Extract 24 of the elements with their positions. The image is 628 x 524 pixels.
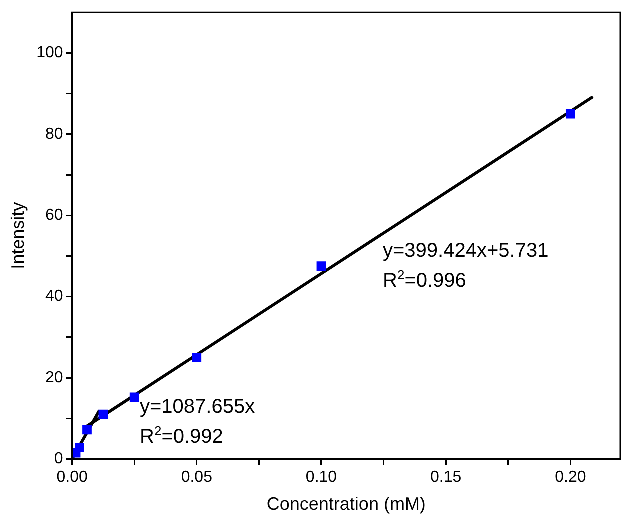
y-tick-label: 40 [46, 288, 64, 306]
y-tick-label: 100 [36, 44, 64, 62]
annotation: y=1087.655x [140, 396, 256, 418]
point [192, 353, 202, 362]
point [316, 262, 326, 272]
y-tick-label: 0 [54, 450, 64, 468]
point [98, 410, 108, 420]
point [566, 109, 576, 119]
x-tick-label: 0.15 [430, 469, 462, 486]
annotation: R$^{2}$=0.996 [383, 267, 466, 292]
y-tick-label: 60 [46, 207, 64, 224]
point [82, 425, 92, 435]
y-tick-label: 20 [46, 369, 64, 386]
point [75, 443, 84, 453]
point [130, 392, 140, 402]
x-axis-title: Concentration (mM) [266, 494, 426, 514]
annotation: R$^{2}$=0.992 [140, 423, 224, 448]
x-tick-label: 0.00 [56, 469, 88, 486]
y-tick-label: 80 [46, 126, 64, 143]
x-tick-label: 0.05 [181, 469, 213, 486]
y-axis-title: Intensity [8, 202, 28, 270]
x-tick-label: 0.10 [306, 469, 338, 486]
x-tick-label: 0.20 [555, 469, 586, 486]
annotation: y=399.424x+5.731 [383, 240, 549, 262]
